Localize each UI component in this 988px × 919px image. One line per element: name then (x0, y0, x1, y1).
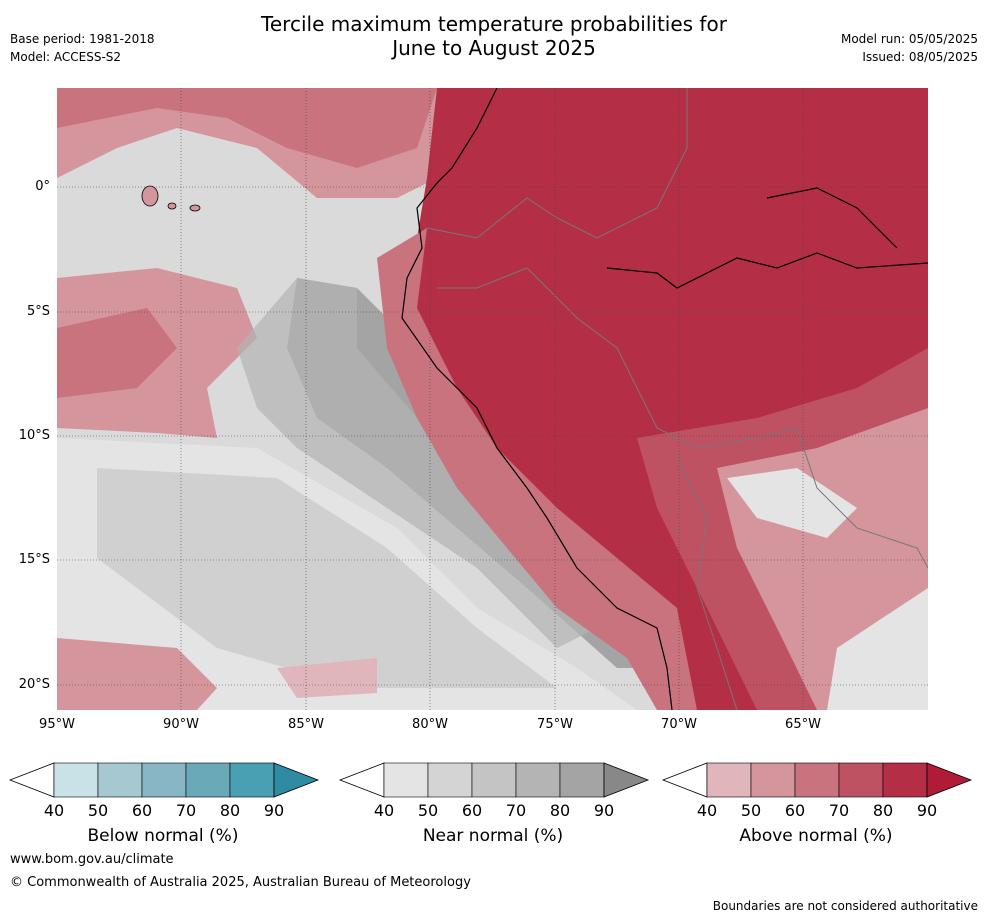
border-bolivia (676, 457, 738, 710)
colorbar-right-extension (926, 762, 973, 798)
colorbar-tick-label: 90 (593, 801, 615, 820)
colorbar-below (8, 762, 320, 798)
colorbar-tick-label: 70 (175, 801, 197, 820)
model-run: Model run: 05/05/2025 (840, 32, 978, 46)
colorbar-segment (838, 762, 884, 798)
map-svg (57, 88, 928, 710)
se-near-patch (727, 468, 857, 538)
colorbar-segment (750, 762, 796, 798)
amazon-river (606, 252, 928, 289)
colorbar-tick-label: 60 (784, 801, 806, 820)
border-peru-brazil (437, 267, 798, 449)
south-mid-region (97, 468, 557, 688)
lat-label-0: 0° (35, 179, 50, 194)
sw-above-region (57, 638, 217, 710)
nw-above-region-strong (57, 88, 437, 168)
lat-label-5s: 5°S (26, 304, 50, 319)
colorbar-tick-label: 90 (263, 801, 285, 820)
south-above-patch (277, 658, 377, 698)
rio-negro (766, 187, 898, 249)
colorbar-tick-label: 60 (131, 801, 153, 820)
colorbar-tick-label: 40 (373, 801, 395, 820)
colorbar-tick-label: 80 (872, 801, 894, 820)
colorbar-segment (882, 762, 928, 798)
colorbar-segment (141, 762, 187, 798)
colorbar-segment (471, 762, 517, 798)
lon-label-70w: 70°W (661, 717, 697, 732)
colorbar-tick-label: 40 (696, 801, 718, 820)
lon-label-80w: 80°W (412, 717, 448, 732)
colorbar-near (338, 762, 650, 798)
colorbar-tick-label: 90 (916, 801, 938, 820)
lon-label-90w: 90°W (163, 717, 199, 732)
title-line-2: June to August 2025 (392, 36, 596, 60)
graticule (57, 88, 928, 710)
lon-label-95w: 95°W (39, 717, 75, 732)
issued-date: Issued: 08/05/2025 (862, 50, 978, 64)
colorbar-left-extension (8, 762, 55, 798)
colorbar-segment (559, 762, 605, 798)
chart-title: Tercile maximum temperature probabilitie… (0, 12, 988, 60)
border-colombia (426, 88, 688, 239)
meta-left: Base period: 1981-2018 Model: ACCESS-S2 (10, 30, 155, 66)
colorbar-tick-label: 70 (828, 801, 850, 820)
colorbar-segment (53, 762, 99, 798)
website-link[interactable]: www.bom.gov.au/climate (10, 852, 174, 867)
colorbar-segment (515, 762, 561, 798)
lon-label-65w: 65°W (785, 717, 821, 732)
colorbar-segment (706, 762, 752, 798)
colorbar-segment (383, 762, 429, 798)
colorbar-tick-label: 60 (461, 801, 483, 820)
colorbar-label-near: Near normal (%) (422, 826, 564, 846)
lat-label-15s: 15°S (18, 552, 50, 567)
colorbar-tick-label: 50 (740, 801, 762, 820)
border-bolivia-brazil (796, 427, 928, 569)
model-name: Model: ACCESS-S2 (10, 50, 122, 64)
coastline (401, 88, 673, 710)
colorbar-tick-label: 50 (87, 801, 109, 820)
meta-right: Model run: 05/05/2025 Issued: 08/05/2025 (841, 30, 978, 66)
colorbar-segment (427, 762, 473, 798)
se-near-corner (827, 588, 928, 710)
lon-label-75w: 75°W (537, 717, 573, 732)
colorbar-left-extension (661, 762, 708, 798)
colorbar-right-extension (273, 762, 320, 798)
colorbar-segment (185, 762, 231, 798)
title-line-1: Tercile maximum temperature probabilitie… (261, 12, 727, 36)
colorbar-tick-label: 80 (549, 801, 571, 820)
colorbar-label-above: Above normal (%) (739, 826, 893, 846)
galapagos-islands (141, 185, 201, 212)
colorbar-right-extension (603, 762, 650, 798)
colorbar-segment (794, 762, 840, 798)
west-above-core (57, 308, 177, 398)
colorbar-above (661, 762, 973, 798)
colorbar-label-below: Below normal (%) (87, 826, 239, 846)
colorbar-tick-label: 70 (505, 801, 527, 820)
coastal-transition (377, 228, 697, 710)
copyright: © Commonwealth of Australia 2025, Austra… (10, 875, 471, 890)
colorbar-tick-label: 40 (43, 801, 65, 820)
colorbar-segment (229, 762, 275, 798)
disclaimer: Boundaries are not considered authoritat… (712, 899, 978, 913)
colorbar-tick-label: 80 (219, 801, 241, 820)
near-normal-mid (237, 278, 597, 648)
base-period: Base period: 1981-2018 (10, 32, 155, 46)
probability-map (57, 88, 928, 710)
colorbar-segment (97, 762, 143, 798)
lon-label-85w: 85°W (288, 717, 324, 732)
colorbars (8, 762, 973, 798)
lat-label-20s: 20°S (18, 677, 50, 692)
lat-label-10s: 10°S (18, 428, 50, 443)
colorbar-left-extension (338, 762, 385, 798)
colorbar-tick-label: 50 (417, 801, 439, 820)
